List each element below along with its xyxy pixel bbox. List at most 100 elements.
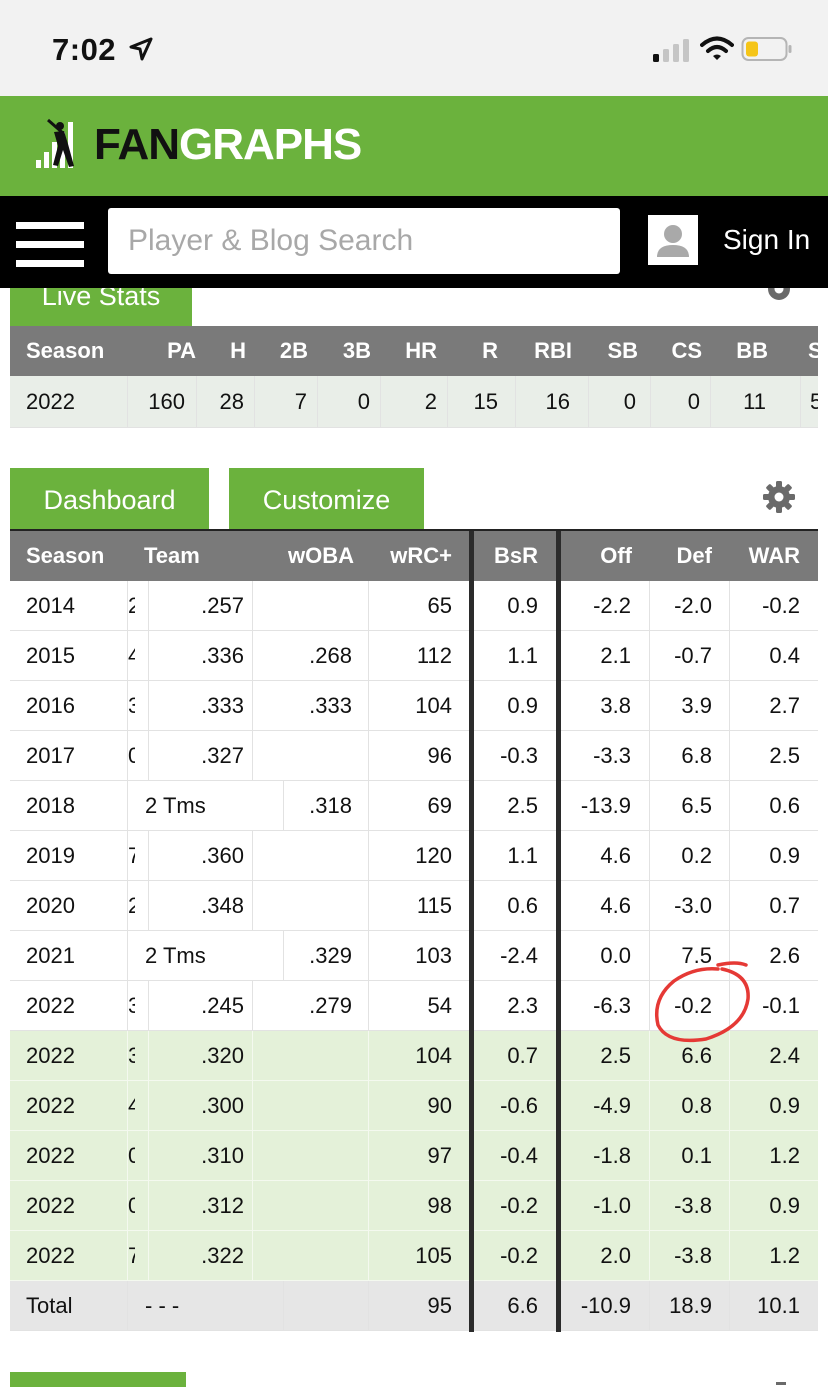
sign-in-link[interactable]: Sign In [723, 224, 811, 255]
col-so-partial[interactable]: S [808, 338, 818, 363]
col-r[interactable]: R [482, 338, 498, 363]
cell: 7 [254, 376, 307, 428]
cell-war: -0.1 [729, 981, 800, 1031]
cell-woba: .329 [283, 931, 352, 981]
user-avatar-icon[interactable] [648, 215, 698, 265]
projection-row: 2022 0 .310 97 -0.4 -1.8 0.1 1.2 [10, 1131, 818, 1181]
cell-season: 2022 [26, 1143, 75, 1168]
col-rbi[interactable]: RBI [534, 338, 572, 363]
col-sb[interactable]: SB [607, 338, 638, 363]
cell: 2 [380, 376, 437, 428]
tab-live-stats[interactable]: Live Stats [10, 288, 192, 326]
cell-wrc: 98 [368, 1181, 452, 1231]
cell-woba [283, 1281, 352, 1331]
col-pa[interactable]: PA [167, 338, 196, 363]
status-time: 7:02 [52, 32, 117, 67]
col-woba[interactable]: wOBA [288, 543, 354, 568]
cell-team: 7 [127, 1231, 135, 1281]
col-cs[interactable]: CS [671, 338, 702, 363]
live-stats-settings-gear-icon[interactable] [762, 288, 796, 306]
col-off[interactable]: Off [600, 543, 632, 568]
cell-war: 2.5 [729, 731, 800, 781]
col-h[interactable]: H [230, 338, 246, 363]
cell-wrc: 95 [368, 1281, 452, 1331]
cell-season: 2022 [26, 1193, 75, 1218]
cell-off: 2.0 [600, 1243, 631, 1268]
cell-wrc: 120 [368, 831, 452, 881]
col-wrc-plus[interactable]: wRC+ [390, 543, 452, 568]
fangraphs-logo-icon[interactable] [34, 118, 82, 170]
cell-wrc: 115 [368, 881, 452, 931]
cell-off: -6.3 [593, 993, 631, 1018]
cell-woba [252, 581, 352, 631]
cell-def: -2.0 [649, 581, 712, 631]
cell-team: 2 [127, 581, 135, 631]
tab-dashboard[interactable]: Dashboard [10, 468, 209, 530]
season-row: 2016 3 .333.333 104 0.9 3.8 3.9 2.7 [10, 681, 818, 731]
cell-bsr: -0.6 [500, 1093, 538, 1118]
cell-avg: .312 [148, 1181, 244, 1231]
player-blog-search-input[interactable] [108, 208, 620, 274]
cell-avg: .336 [148, 631, 244, 681]
cell-team: 3 [127, 1031, 135, 1081]
col-def[interactable]: Def [676, 543, 712, 568]
projection-row: 2022 0 .312 98 -0.2 -1.0 -3.8 0.9 [10, 1181, 818, 1231]
cell: 5 [800, 376, 818, 428]
projection-row: 2022 4 .300 90 -0.6 -4.9 0.8 0.9 [10, 1081, 818, 1131]
cell-team: 7 [127, 831, 135, 881]
cell-bsr: -0.2 [500, 1243, 538, 1268]
fangraphs-logo-text[interactable]: FANGRAPHS [94, 120, 362, 169]
next-section-gear-icon[interactable] [776, 1382, 786, 1385]
cell-bsr: -0.4 [500, 1143, 538, 1168]
cell-season: 2019 [26, 843, 75, 868]
col-season[interactable]: Season [26, 338, 105, 363]
cell: 0 [317, 376, 370, 428]
total-row: Total - - - 95 6.6 -10.9 18.9 10.1 [10, 1281, 818, 1331]
col-team[interactable]: Team [144, 543, 200, 568]
brand-header [0, 96, 828, 196]
col-bsr[interactable]: BsR [493, 543, 538, 568]
cell-def: 0.2 [649, 831, 712, 881]
cell-woba [252, 1031, 352, 1081]
cell-bsr: 1.1 [507, 843, 538, 868]
cell-wrc: 105 [368, 1231, 452, 1281]
logo-graphs: GRAPHS [179, 120, 362, 169]
cell-woba [252, 881, 352, 931]
cell-season: Total [26, 1293, 73, 1318]
col-war[interactable]: WAR [748, 543, 800, 568]
season-row: 2020 2 .348 115 0.6 4.6 -3.0 0.7 [10, 881, 818, 931]
cell-woba [252, 831, 352, 881]
dashboard-settings-gear-icon[interactable] [762, 480, 796, 514]
tab-customize[interactable]: Customize [229, 468, 424, 530]
cell-war: 0.9 [729, 831, 800, 881]
cell-war: 10.1 [729, 1281, 800, 1331]
cell-def: 6.5 [649, 781, 712, 831]
cell: 16 [515, 376, 570, 428]
cell-team: 0 [127, 1181, 135, 1231]
cell-bsr: 6.6 [507, 1293, 538, 1318]
cell-team: 2 Tms [127, 781, 283, 831]
cell-off: -13.9 [580, 793, 631, 818]
cell: 11 [710, 376, 766, 428]
cell-bsr: 0.6 [507, 893, 538, 918]
cell-team: 3 [127, 681, 135, 731]
cell-war: 1.2 [729, 1231, 800, 1281]
col-bb[interactable]: BB [736, 338, 768, 363]
next-section-tab[interactable] [10, 1372, 186, 1387]
col-2b[interactable]: 2B [279, 338, 308, 363]
cell-avg: .360 [148, 831, 244, 881]
season-row: 2015 4 .336.268 112 1.1 2.1 -0.7 0.4 [10, 631, 818, 681]
cell-team: 2 Tms [127, 931, 283, 981]
cell-off: -4.9 [593, 1093, 631, 1118]
cell-wrc: 96 [368, 731, 452, 781]
cell-wrc: 54 [368, 981, 452, 1031]
cell-team: 0 [127, 731, 135, 781]
cell-off: 2.5 [600, 1043, 631, 1068]
col-hr[interactable]: HR [405, 338, 437, 363]
col-season[interactable]: Season [26, 543, 105, 568]
col-3b[interactable]: 3B [342, 338, 371, 363]
cell-avg: .327 [148, 731, 244, 781]
hamburger-menu-icon[interactable] [16, 222, 84, 267]
season-row: 2018 2 Tms .318 69 2.5 -13.9 6.5 0.6 [10, 781, 818, 831]
battery-icon [741, 37, 792, 61]
